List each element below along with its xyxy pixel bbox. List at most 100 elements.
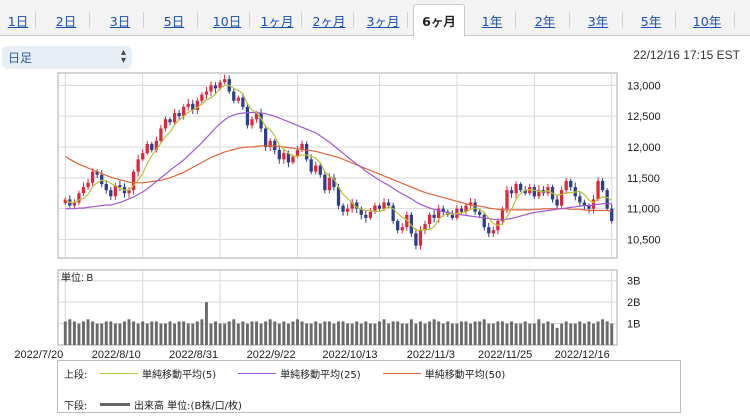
volume-bar [373,323,377,345]
tab-11[interactable]: 2年 [520,4,570,36]
tab-4[interactable]: 5日 [150,4,198,36]
volume-bar [63,321,67,345]
volume-bar [259,323,263,345]
candle-body [159,128,163,141]
tab-1[interactable]: 1日 [0,4,36,36]
volume-bar [473,321,477,345]
candle-body [555,199,559,206]
tab-label: 5年 [640,13,662,29]
legend-ma5: 単純移動平均(5) [100,366,216,381]
volume-bar [405,323,409,345]
legend-ma50: 単純移動平均(50) [382,366,506,381]
tab-13[interactable]: 5年 [626,4,676,36]
volume-bar [86,319,90,345]
volume-bar [127,319,131,345]
legend-upper-label: 上段: [64,369,88,381]
volume-bar [309,323,313,345]
candle-body [236,97,240,101]
candle-body [519,184,523,191]
tab-separator [675,12,676,28]
price-tick-label: 12,000 [627,142,661,154]
volume-bar [282,321,286,345]
candle-body [150,143,154,151]
candle-body [373,205,377,212]
candle-body [213,85,218,89]
volume-bar [414,323,418,345]
volume-bar [264,321,268,345]
candle-body [309,159,313,172]
frequency-select[interactable]: 日足 ▴ ▾ [2,46,132,69]
tab-7[interactable]: 2ヶ月 [304,4,354,36]
ma50-swatch [382,372,421,374]
candle-body [509,190,514,194]
price-tick-label: 11,000 [627,204,660,216]
candle-body [81,187,86,194]
volume-bar [341,321,345,345]
volume-bar [459,321,463,345]
volume-bar [177,321,181,345]
candle-body [127,190,131,194]
x-tick-label: 2022/11/25 [478,349,532,361]
x-tick-label: 2022/8/10 [92,349,141,361]
volume-bar [432,319,436,345]
candle-body [405,214,409,228]
candle-body [141,153,145,160]
candle-body [172,113,177,123]
ma25-swatch [238,372,277,374]
volume-swatch [100,402,130,406]
volume-bar [268,319,272,345]
candle-body [218,82,222,89]
candle-body [177,113,181,117]
tab-6[interactable]: 1ヶ月 [252,4,302,36]
tab-separator [734,12,735,28]
volume-unit-label: 単位: B [61,271,94,284]
tab-12[interactable]: 3年 [573,4,623,36]
tab-label: 10日 [212,13,242,29]
tab-10[interactable]: 1年 [468,4,516,36]
volume-bar [173,323,177,345]
candle-body [437,208,441,218]
tab-3[interactable]: 3日 [96,4,144,36]
volume-bar [204,302,208,345]
tab-separator [407,12,408,28]
volume-bar [241,321,245,345]
tab-5[interactable]: 10日 [204,4,250,36]
volume-tick-label: 3B [627,276,640,288]
tab-separator [197,12,198,28]
volume-bar [355,321,359,345]
legend-lower-row: 下段: 出来高 単位:(B株/口/枚) [64,397,264,412]
volume-bar [569,323,573,345]
candle-body [77,193,81,203]
candle-body [386,202,391,206]
candle-body [578,196,582,203]
tab-9[interactable]: 6ヶ月 [413,4,465,37]
candle-body [318,165,322,175]
tab-14[interactable]: 10年 [679,4,735,36]
volume-bar [610,323,614,345]
candle-body [355,202,359,209]
tab-separator [89,12,90,28]
volume-bar [109,321,113,345]
volume-bar [578,321,582,345]
volume-bar [82,321,85,345]
volume-bar [150,321,154,345]
tab-2[interactable]: 2日 [42,4,90,36]
volume-bar [437,321,441,345]
legend-volume: 出来高 単位:(B株/口/枚) [100,397,242,412]
tab-label: 1ヶ月 [260,13,294,29]
volume-bar [273,321,277,345]
candle-body [487,227,491,234]
tab-8[interactable]: 3ヶ月 [358,4,408,36]
volume-bar [195,321,199,345]
volume-bar [223,323,227,345]
candle-body [409,214,413,234]
legend-ma50-label: 単純移動平均(50) [424,369,506,381]
candle-body [464,205,468,212]
x-tick-label: 2022/8/31 [169,349,218,361]
candle-body [441,208,445,212]
volume-bar [218,323,222,345]
candle-body [104,184,108,191]
chart-legend: 上段: 単純移動平均(5) 単純移動平均(25) 単純移動平均(50) 下段: … [57,360,681,413]
candle-body [418,230,423,246]
candle-body [582,202,587,206]
